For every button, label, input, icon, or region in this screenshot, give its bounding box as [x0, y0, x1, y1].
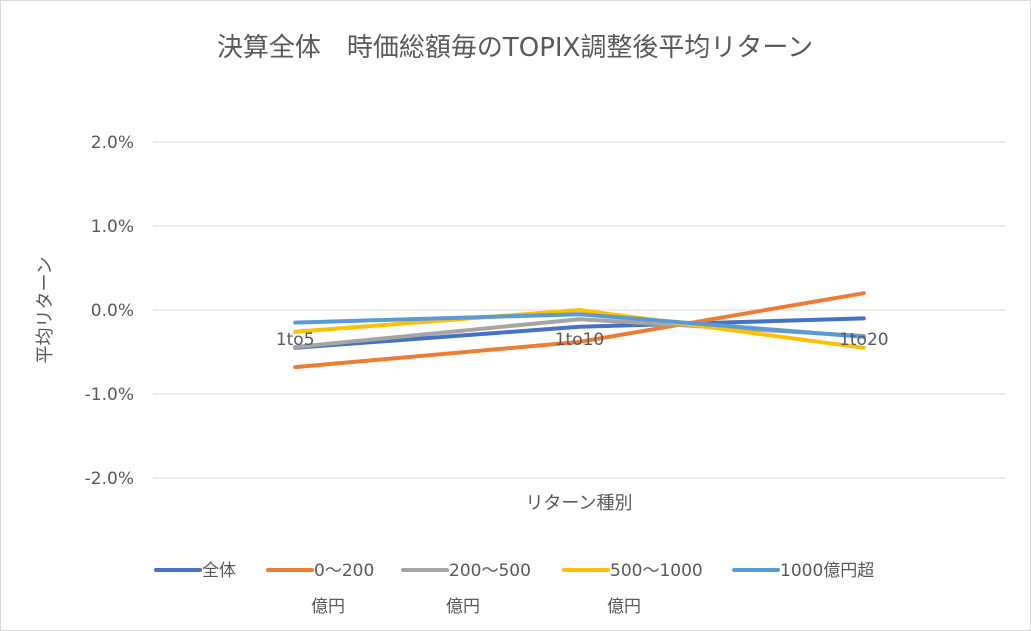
chart-title: 決算全体 時価総額毎のTOPIX調整後平均リターン	[217, 33, 813, 63]
legend-label: 200〜500	[449, 561, 531, 581]
legend-label: 億円	[607, 597, 641, 617]
legend-label: 全体	[202, 561, 236, 581]
y-tick-label: 0.0%	[91, 301, 134, 321]
y-axis-label: 平均リターン	[35, 256, 56, 363]
y-axis-ticks: 2.0% 1.0% 0.0% -1.0% -2.0%	[85, 133, 134, 489]
category-labels: 1to5 1to10 1to20	[276, 330, 889, 350]
legend: 全体 0〜200 億円 200〜500 億円 500〜1000 億円 1000億円超	[154, 561, 874, 617]
category-label: 1to20	[839, 330, 889, 350]
category-label: 1to5	[276, 330, 315, 350]
category-label: 1to10	[555, 330, 605, 350]
legend-label: 500〜1000	[610, 561, 703, 581]
legend-label: 億円	[311, 597, 345, 617]
y-tick-label: -1.0%	[85, 385, 134, 405]
series-lines	[293, 291, 866, 370]
legend-label: 0〜200	[314, 561, 374, 581]
series-line-1	[293, 291, 866, 370]
y-tick-label: 1.0%	[91, 217, 134, 237]
x-axis-label: リターン種別	[525, 493, 632, 514]
legend-label: 億円	[446, 597, 480, 617]
series-line-3	[293, 308, 866, 350]
y-tick-label: -2.0%	[85, 469, 134, 489]
legend-label: 1000億円超	[780, 561, 874, 581]
series-line-0	[293, 316, 866, 350]
series-line-4	[293, 312, 866, 339]
y-tick-label: 2.0%	[91, 133, 134, 153]
